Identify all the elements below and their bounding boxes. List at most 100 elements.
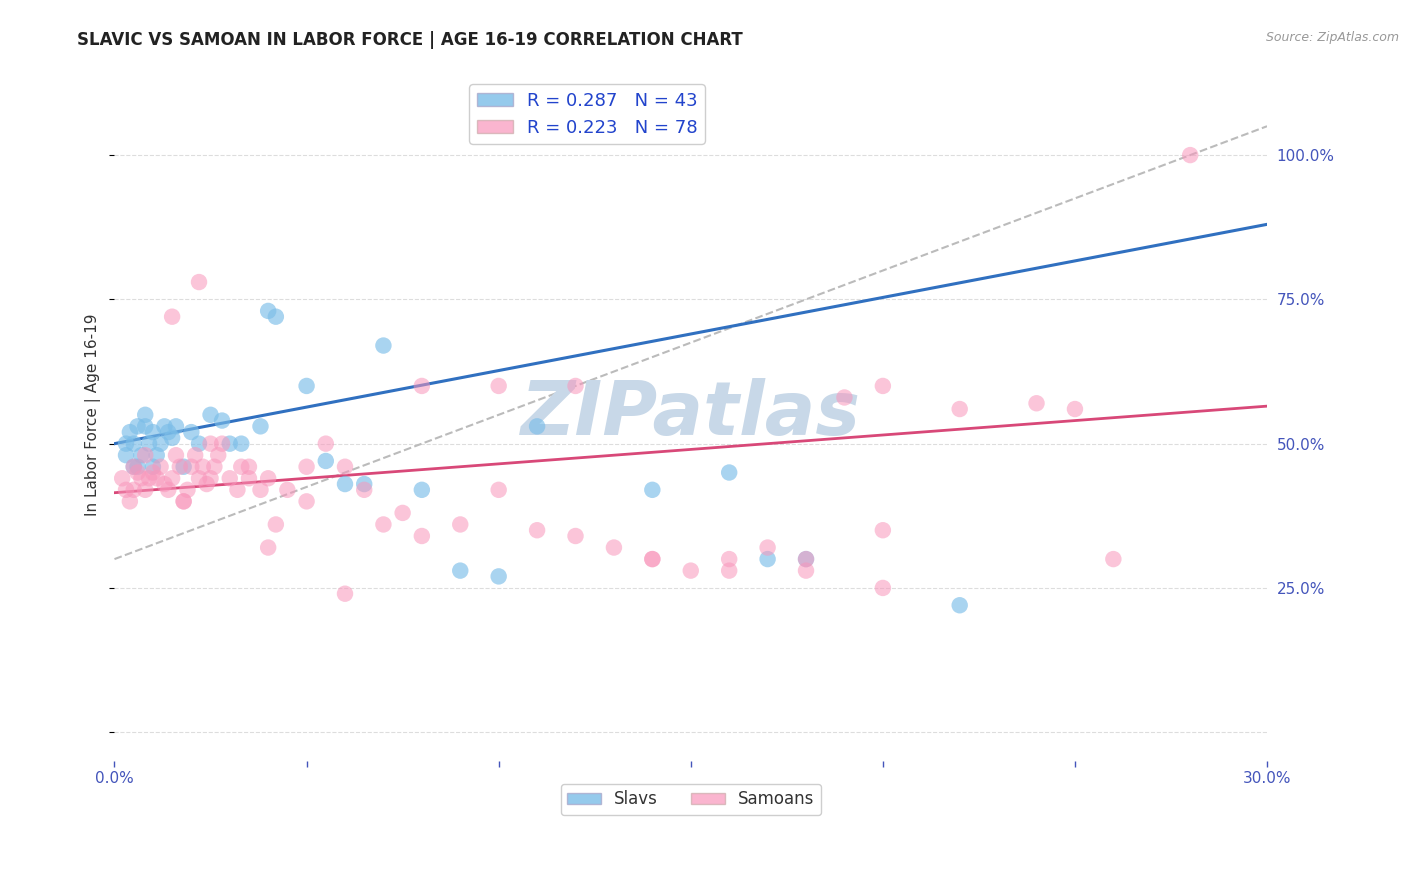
Point — [718, 564, 741, 578]
Point — [1025, 396, 1047, 410]
Point — [238, 459, 260, 474]
Point — [249, 419, 271, 434]
Point — [718, 466, 741, 480]
Point — [315, 436, 337, 450]
Point — [149, 459, 172, 474]
Point — [127, 419, 149, 434]
Point — [391, 506, 413, 520]
Point — [526, 523, 548, 537]
Point — [173, 494, 195, 508]
Point — [149, 436, 172, 450]
Point — [333, 459, 356, 474]
Point — [138, 471, 160, 485]
Point — [756, 541, 779, 555]
Point — [257, 471, 280, 485]
Point — [333, 587, 356, 601]
Point — [231, 436, 253, 450]
Point — [488, 569, 510, 583]
Point — [153, 419, 176, 434]
Point — [353, 477, 375, 491]
Point — [679, 564, 702, 578]
Point — [127, 466, 149, 480]
Text: Source: ZipAtlas.com: Source: ZipAtlas.com — [1265, 31, 1399, 45]
Point — [333, 477, 356, 491]
Point — [145, 448, 167, 462]
Point — [122, 436, 145, 450]
Point — [180, 425, 202, 439]
Text: SLAVIC VS SAMOAN IN LABOR FORCE | AGE 16-19 CORRELATION CHART: SLAVIC VS SAMOAN IN LABOR FORCE | AGE 16… — [77, 31, 744, 49]
Point — [131, 471, 153, 485]
Point — [115, 483, 138, 497]
Point — [127, 459, 149, 474]
Point — [122, 483, 145, 497]
Point — [411, 529, 433, 543]
Point — [295, 494, 318, 508]
Text: ZIPatlas: ZIPatlas — [520, 378, 860, 451]
Point — [641, 552, 664, 566]
Point — [488, 483, 510, 497]
Point — [165, 448, 187, 462]
Point — [188, 471, 211, 485]
Point — [195, 477, 218, 491]
Point — [160, 431, 183, 445]
Point — [115, 436, 138, 450]
Point — [872, 379, 894, 393]
Point — [641, 552, 664, 566]
Point — [564, 379, 586, 393]
Point — [295, 379, 318, 393]
Point — [264, 310, 287, 324]
Point — [211, 436, 233, 450]
Point — [188, 275, 211, 289]
Point — [134, 448, 156, 462]
Point — [295, 459, 318, 474]
Point — [122, 459, 145, 474]
Point — [118, 425, 141, 439]
Point — [134, 408, 156, 422]
Point — [200, 471, 222, 485]
Point — [111, 471, 134, 485]
Point — [142, 466, 165, 480]
Point — [207, 448, 229, 462]
Point — [122, 459, 145, 474]
Point — [794, 564, 817, 578]
Point — [202, 459, 225, 474]
Point — [134, 419, 156, 434]
Point — [218, 471, 240, 485]
Point — [718, 552, 741, 566]
Point — [794, 552, 817, 566]
Point — [257, 304, 280, 318]
Point — [238, 471, 260, 485]
Point — [142, 425, 165, 439]
Point — [756, 552, 779, 566]
Point — [1180, 148, 1202, 162]
Point — [1102, 552, 1125, 566]
Point — [118, 494, 141, 508]
Point — [180, 459, 202, 474]
Point — [603, 541, 626, 555]
Point — [145, 471, 167, 485]
Point — [794, 552, 817, 566]
Point — [200, 436, 222, 450]
Point — [160, 310, 183, 324]
Point — [173, 494, 195, 508]
Point — [231, 459, 253, 474]
Point — [184, 448, 207, 462]
Point — [138, 436, 160, 450]
Point — [176, 483, 198, 497]
Point — [526, 419, 548, 434]
Point — [173, 459, 195, 474]
Point — [276, 483, 298, 497]
Point — [411, 483, 433, 497]
Legend: Slavs, Samoans: Slavs, Samoans — [561, 784, 821, 815]
Point — [488, 379, 510, 393]
Point — [1064, 402, 1087, 417]
Point — [249, 483, 271, 497]
Point — [872, 581, 894, 595]
Point — [257, 541, 280, 555]
Point — [157, 483, 180, 497]
Point — [373, 517, 395, 532]
Point — [564, 529, 586, 543]
Point — [131, 448, 153, 462]
Point — [315, 454, 337, 468]
Point — [153, 477, 176, 491]
